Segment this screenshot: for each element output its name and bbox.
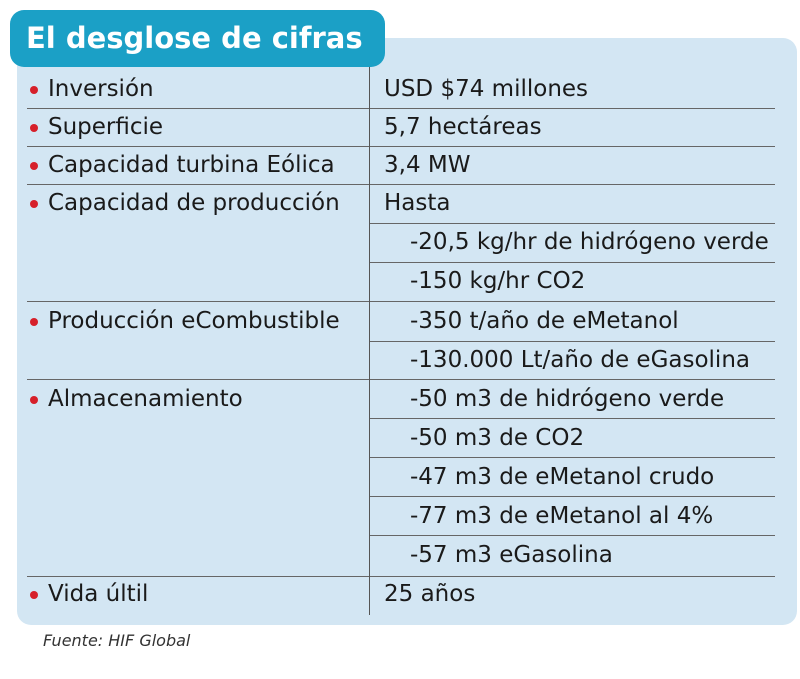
row-label: Capacidad turbina Eólica [48,152,335,178]
row-value: -350 t/año de eMetanol [410,308,679,334]
row-label: Inversión [48,76,154,102]
row-separator [370,223,775,224]
row-separator [370,184,775,185]
bullet-icon [30,591,38,599]
row-value: -130.000 Lt/año de eGasolina [410,347,750,373]
row-separator [370,379,775,380]
row-value: 3,4 MW [384,152,471,178]
row-label: Vida últil [48,581,149,607]
row-value: -50 m3 de hidrógeno verde [410,386,725,412]
row-value: -150 kg/hr CO2 [410,268,586,294]
figures-panel [17,38,797,625]
row-label: Superficie [48,114,164,140]
row-value: 5,7 hectáreas [384,114,542,140]
page-title: El desglose de cifras [10,10,385,67]
row-separator [27,301,369,302]
row-value: -77 m3 de eMetanol al 4% [410,503,714,529]
bullet-icon [30,162,38,170]
row-separator [370,576,775,577]
row-separator [27,146,369,147]
column-divider [369,67,370,615]
bullet-icon [30,200,38,208]
row-separator [27,576,369,577]
row-separator [370,146,775,147]
row-label: Producción eCombustible [48,308,340,334]
row-separator [370,535,775,536]
row-value: USD $74 millones [384,76,589,102]
row-separator [370,341,775,342]
row-separator [370,496,775,497]
row-separator [27,379,369,380]
row-value: -57 m3 eGasolina [410,542,613,568]
row-separator [370,262,775,263]
row-separator [370,457,775,458]
row-label: Capacidad de producción [48,190,340,216]
bullet-icon [30,318,38,326]
row-separator [370,301,775,302]
row-value: -50 m3 de CO2 [410,425,585,451]
row-separator [27,184,369,185]
row-value: 25 años [384,581,476,607]
row-label: Almacenamiento [48,386,243,412]
bullet-icon [30,396,38,404]
row-separator [370,418,775,419]
row-separator [370,108,775,109]
row-value: Hasta [384,190,451,216]
row-value: -20,5 kg/hr de hidrógeno verde [410,229,769,255]
bullet-icon [30,86,38,94]
source-note: Fuente: HIF Global [43,631,191,650]
bullet-icon [30,124,38,132]
row-separator [27,108,369,109]
row-value: -47 m3 de eMetanol crudo [410,464,715,490]
